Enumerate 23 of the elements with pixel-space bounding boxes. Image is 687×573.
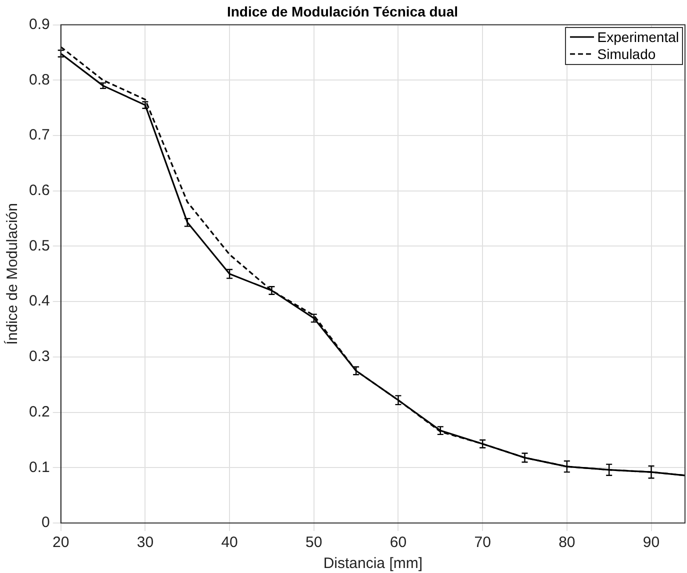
y-tick-label: 0.7 [28,126,50,144]
x-tick-label: 30 [136,534,154,552]
y-tick-label: 0.2 [28,403,50,420]
y-tick-label: 0.4 [28,292,50,310]
y-axis-title: Índice de Modulación [3,203,22,345]
x-tick-label: 40 [221,534,238,552]
y-tick-label: 0.8 [28,71,50,88]
legend-label: Experimental [597,28,679,46]
x-tick-label: 60 [390,534,407,552]
y-tick-label: 0.1 [28,458,50,476]
x-tick-label: 80 [558,534,576,552]
x-tick-label: 20 [52,534,70,552]
x-tick-label: 70 [474,534,491,552]
chart-title: Indice de Modulación Técnica dual [226,3,458,20]
y-tick-label: 0.3 [28,348,50,366]
y-tick-label: 0.6 [28,182,50,200]
legend-label: Simulado [597,46,656,63]
x-tick-label: 50 [306,534,322,552]
y-tick-label: 0.9 [28,16,50,33]
x-tick-label: 90 [642,534,660,552]
x-axis-title: Distancia [mm] [323,555,423,572]
y-tick-label: 0.5 [28,237,50,254]
y-tick-label: 0 [42,514,50,532]
